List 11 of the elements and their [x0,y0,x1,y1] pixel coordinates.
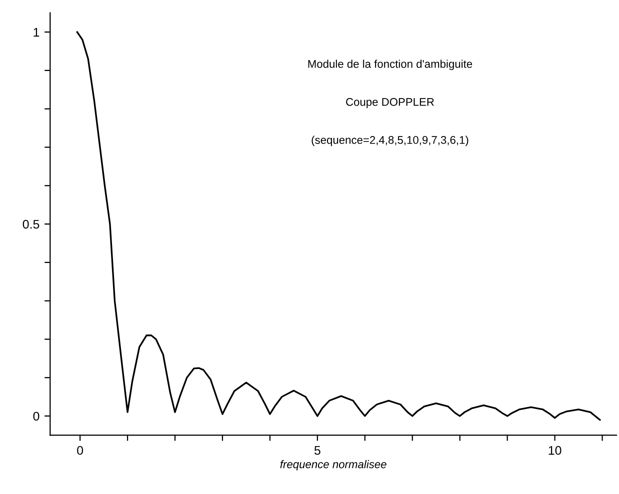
y-tick-label: 1 [34,28,40,37]
y-tick-label: 0.5 [22,220,40,229]
text: Coupe DOPPLER [346,98,434,108]
x-tick-label: 5 [314,446,320,455]
x-tick-label: 0 [77,446,84,455]
x-tick-label: 10 [548,446,562,455]
x-axis-title: frequence normalisee [280,460,386,470]
line-series [76,31,601,421]
y-tick-label: 0 [33,412,40,421]
annotation: (sequence=2,4,8,5,10,9,7,3,6,1) [312,136,468,146]
text: Module de la fonction d'ambiguite [308,60,472,70]
